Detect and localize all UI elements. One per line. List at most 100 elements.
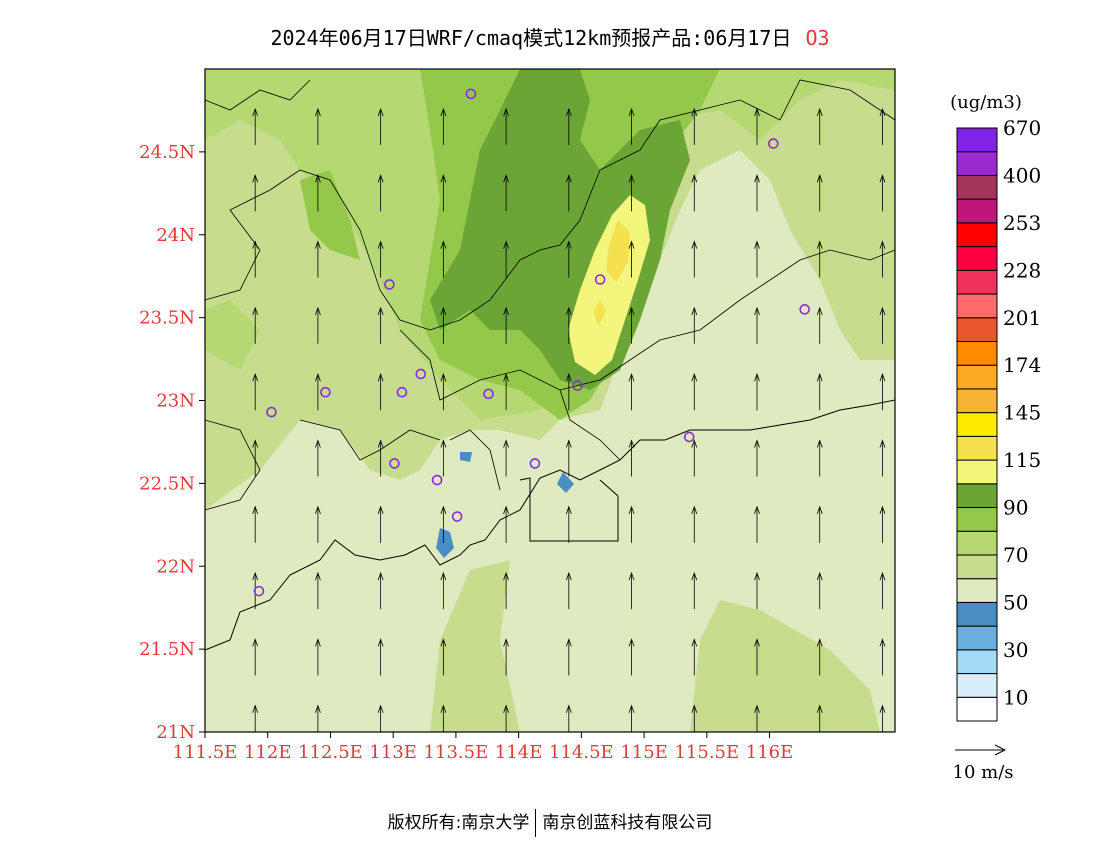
station-marker (683, 431, 695, 443)
wind-arrowhead (252, 373, 259, 382)
wind-arrowhead (377, 704, 384, 713)
lat-tick-label: 23N (156, 391, 195, 412)
station-marker (384, 279, 395, 290)
wind-arrowhead (754, 240, 760, 249)
colorbar-swatch (956, 293, 998, 319)
wind-arrowhead (628, 571, 635, 581)
station-marker (415, 368, 427, 380)
copyright-right: 南京创蓝科技有限公司 (542, 813, 713, 833)
lat-tick-label: 21N (156, 722, 195, 743)
wind-arrowhead (377, 174, 384, 183)
colorbar-swatch (956, 435, 998, 461)
colorbar-swatch (956, 388, 998, 414)
wind-arrowhead (503, 306, 509, 316)
wind-arrowhead (440, 439, 447, 448)
wind-arrowhead (315, 306, 321, 316)
wind-arrowhead (691, 107, 698, 117)
colorbar-label: 145 (1003, 401, 1041, 425)
wind-arrowhead (565, 373, 572, 382)
admin-boundaries (205, 79, 895, 511)
lat-tick-label: 24N (156, 225, 195, 246)
wind-arrowhead (503, 174, 509, 183)
wind-arrowhead (503, 638, 509, 647)
latitude-axis: 21N 21.5N 22N 22.5N 23N 23.5N 24N 24.5N (139, 142, 205, 743)
field-band-80-west (205, 300, 260, 370)
wind-arrowhead (691, 306, 698, 316)
wind-arrowhead (440, 571, 447, 581)
copyright-left: 版权所有:南京大学 (387, 813, 530, 833)
wind-arrowhead (816, 306, 823, 316)
lat-tick-label: 22.5N (139, 473, 195, 494)
field-band-115 (568, 195, 650, 375)
wind-arrowhead (754, 306, 760, 316)
wind-arrowhead (691, 704, 698, 713)
wind-arrowhead (565, 174, 572, 183)
wind-arrowhead (691, 240, 698, 249)
wind-arrowhead (754, 571, 760, 581)
wind-arrowhead (754, 638, 760, 647)
vector-legend-arrowhead (994, 744, 1007, 756)
lat-tick-label: 24.5N (139, 142, 195, 163)
wind-arrowhead (440, 107, 447, 117)
hk-boundary (519, 477, 619, 542)
wind-arrowhead (503, 439, 509, 448)
station-marker (594, 274, 606, 285)
wind-arrowhead (252, 571, 259, 581)
field-band-130-b (594, 298, 606, 326)
wind-arrowhead (377, 240, 384, 249)
wind-arrowhead (816, 107, 823, 117)
colorbar-unit: (ug/m3) (950, 92, 1022, 113)
wind-arrowhead (754, 439, 760, 448)
lon-tick-label: 111.5E (173, 742, 238, 763)
wind-arrowhead (503, 373, 509, 382)
wind-arrowhead (252, 174, 259, 183)
wind-arrowhead (503, 240, 509, 249)
wind-vectors (252, 107, 886, 732)
wind-arrowhead (816, 174, 823, 183)
coastline (205, 399, 895, 651)
lon-tick-label: 115.5E (674, 742, 739, 763)
wind-arrowhead (315, 638, 321, 647)
colorbar-swatch (956, 317, 998, 342)
wind-arrowhead (816, 373, 823, 382)
wind-arrowhead (440, 704, 447, 713)
wind-arrowhead (816, 240, 823, 249)
wind-arrowhead (628, 107, 635, 117)
wind-arrowhead (503, 571, 509, 581)
wind-arrowhead (816, 704, 823, 713)
wind-arrowhead (440, 373, 447, 382)
station-marker (431, 474, 443, 486)
wind-arrowhead (754, 505, 760, 514)
colorbar-swatch (956, 507, 998, 532)
wind-arrowhead (377, 638, 384, 647)
wind-arrowhead (628, 306, 635, 316)
longitude-axis: 111.5E 112E 112.5E 113E 113.5E 114E 114.5E 115E… (173, 732, 793, 763)
wind-arrowhead (503, 505, 509, 514)
wind-arrowhead (816, 505, 823, 514)
wind-arrowhead (377, 373, 384, 382)
wind-arrowhead (565, 505, 572, 514)
wind-arrowhead (503, 107, 509, 117)
station-marker (483, 388, 494, 400)
colorbar-swatch (956, 601, 998, 627)
wind-arrowhead (252, 638, 259, 647)
wind-arrowhead (315, 174, 321, 183)
colorbar-label: 670 (1003, 116, 1041, 140)
lon-tick-label: 115E (620, 742, 668, 763)
wind-arrowhead (565, 439, 572, 448)
wind-arrowhead (754, 174, 760, 183)
wind-arrowhead (503, 704, 509, 713)
wind-arrowhead (440, 505, 447, 514)
wind-arrowhead (252, 240, 259, 249)
colorbar-swatch (956, 483, 998, 509)
colorbar-swatch (956, 198, 998, 224)
wind-arrowhead (691, 439, 698, 448)
field-band-70-south (430, 560, 520, 732)
wind-arrowhead (628, 439, 635, 448)
colorbar: 10 30 50 70 90 115 145 174 201 228 253 400 670 (956, 116, 1041, 722)
lon-tick-label: 114E (495, 742, 543, 763)
wind-arrowhead (628, 174, 635, 183)
footer-separator (535, 809, 537, 837)
wind-arrowhead (377, 505, 384, 514)
